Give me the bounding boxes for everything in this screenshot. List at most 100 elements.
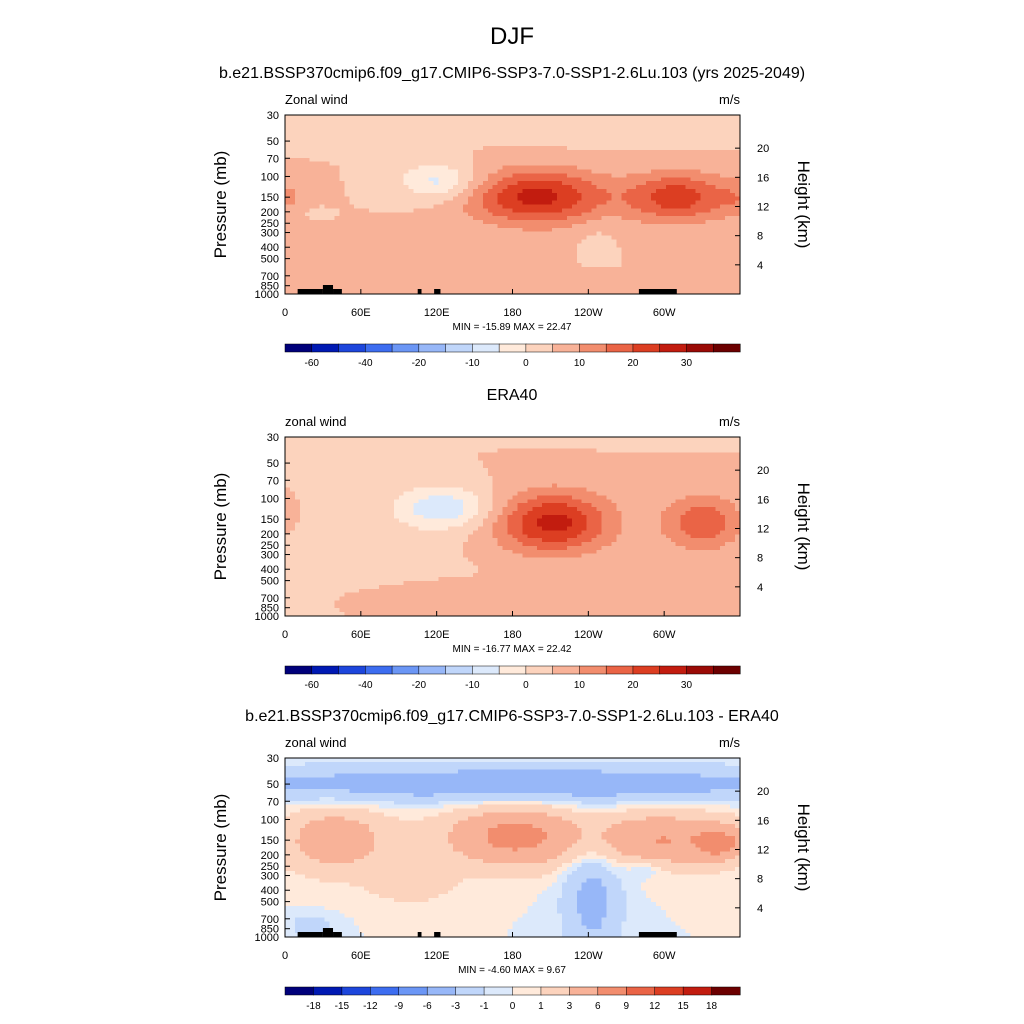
contour-cell — [720, 258, 726, 264]
contour-cell — [408, 456, 415, 461]
contour-cell — [601, 278, 608, 283]
contour-cell — [715, 290, 721, 294]
contour-cell — [438, 448, 444, 454]
contour-cell — [374, 173, 380, 178]
contour-cell — [319, 146, 326, 151]
contour-cell — [720, 440, 726, 446]
contour-cell — [576, 456, 583, 461]
contour-cell — [650, 153, 657, 159]
contour-cell — [626, 440, 632, 446]
contour-cell — [571, 266, 578, 272]
contour-cell — [626, 444, 632, 450]
contour-cell — [532, 440, 538, 446]
contour-cell — [482, 448, 489, 454]
contour-cell — [636, 122, 642, 128]
contour-cell — [561, 169, 568, 174]
contour-cell — [383, 157, 390, 163]
contour-cell — [641, 220, 647, 225]
contour-cell — [487, 204, 494, 209]
contour-cell — [388, 130, 395, 136]
contour-cell — [581, 216, 588, 221]
contour-cell — [571, 243, 578, 248]
contour-cell — [660, 255, 667, 260]
contour-cell — [477, 437, 484, 442]
contour-cell — [433, 274, 439, 280]
contour-cell — [374, 247, 380, 252]
contour-cell — [453, 146, 459, 151]
contour-cell — [606, 204, 613, 209]
contour-cell — [611, 192, 617, 198]
contour-cell — [482, 286, 489, 291]
contour-cell — [364, 460, 370, 465]
contour-cell — [339, 212, 345, 217]
contour-cell — [621, 239, 627, 245]
contour-cell — [552, 247, 558, 252]
contour-cell — [665, 115, 672, 120]
contour-cell — [522, 460, 528, 465]
contour-cell — [591, 243, 598, 248]
contour-cell — [665, 161, 672, 167]
contour-cell — [492, 444, 499, 450]
contour-cell — [730, 157, 736, 163]
contour-cell — [571, 223, 578, 229]
contour-cell — [522, 122, 528, 128]
contour-cell — [304, 208, 311, 213]
contour-cell — [675, 448, 682, 454]
contour-cell — [329, 185, 336, 190]
contour-cell — [675, 223, 682, 229]
contour-cell — [388, 290, 395, 294]
contour-cell — [378, 243, 385, 248]
contour-cell — [472, 251, 479, 256]
contour-cell — [665, 227, 672, 233]
contour-cell — [705, 134, 711, 139]
contour-cell — [735, 239, 740, 245]
contour-cell — [344, 185, 350, 190]
contour-cell — [299, 274, 306, 280]
contour-cell — [487, 212, 494, 217]
contour-cell — [636, 115, 642, 120]
contour-cell — [314, 188, 321, 194]
contour-cell — [433, 177, 439, 182]
contour-cell — [690, 150, 697, 155]
contour-cell — [482, 122, 489, 128]
contour-cell — [710, 185, 716, 190]
contour-cell — [408, 134, 415, 139]
contour-cell — [641, 258, 647, 264]
contour-cell — [413, 220, 420, 225]
contour-cell — [334, 278, 341, 283]
contour-cell — [413, 161, 420, 167]
contour-cell — [289, 464, 296, 469]
contour-cell — [700, 262, 706, 268]
contour-cell — [710, 138, 716, 143]
contour-cell — [339, 220, 345, 225]
contour-cell — [497, 255, 504, 260]
contour-cell — [403, 122, 410, 128]
contour-cell — [443, 177, 449, 182]
contour-cell — [512, 165, 519, 171]
contour-cell — [655, 440, 662, 446]
contour-cell — [304, 153, 311, 159]
contour-cell — [675, 290, 682, 294]
contour-cell — [497, 452, 504, 458]
contour-cell — [487, 270, 494, 276]
contour-cell — [720, 142, 726, 147]
contour-cell — [655, 173, 662, 178]
contour-cell — [472, 122, 479, 128]
contour-cell — [482, 192, 489, 198]
contour-cell — [344, 118, 350, 124]
contour-cell — [458, 456, 464, 461]
contour-cell — [571, 185, 578, 190]
contour-cell — [685, 169, 692, 174]
contour-cell — [561, 456, 568, 461]
contour-cell — [487, 126, 494, 132]
contour-cell — [487, 208, 494, 213]
contour-cell — [344, 251, 350, 256]
contour-cell — [522, 142, 528, 147]
contour-cell — [344, 262, 350, 268]
contour-cell — [735, 208, 740, 213]
contour-cell — [334, 173, 341, 178]
contour-cell — [443, 247, 449, 252]
contour-cell — [403, 200, 410, 206]
contour-cell — [665, 169, 672, 174]
contour-cell — [670, 223, 677, 229]
